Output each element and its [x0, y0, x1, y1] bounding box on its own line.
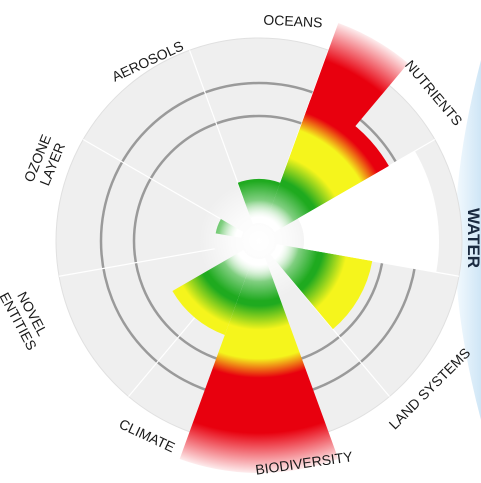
label-novel-entities: NOVELENTITIES	[0, 282, 54, 353]
label-ozone-layer: OZONELAYER	[21, 132, 69, 190]
sector-divider	[58, 248, 215, 277]
wedge-biodiversity	[179, 257, 339, 473]
sector-divider	[82, 138, 221, 220]
center-glow	[199, 181, 319, 301]
label-water: WATER	[464, 208, 481, 268]
water-panel	[455, 60, 481, 420]
wedge-water-unquantified	[297, 151, 439, 273]
label-oceans: OCEANS	[263, 11, 323, 30]
wedge-nutrients-outer	[265, 22, 409, 228]
sector-divider	[189, 50, 245, 199]
